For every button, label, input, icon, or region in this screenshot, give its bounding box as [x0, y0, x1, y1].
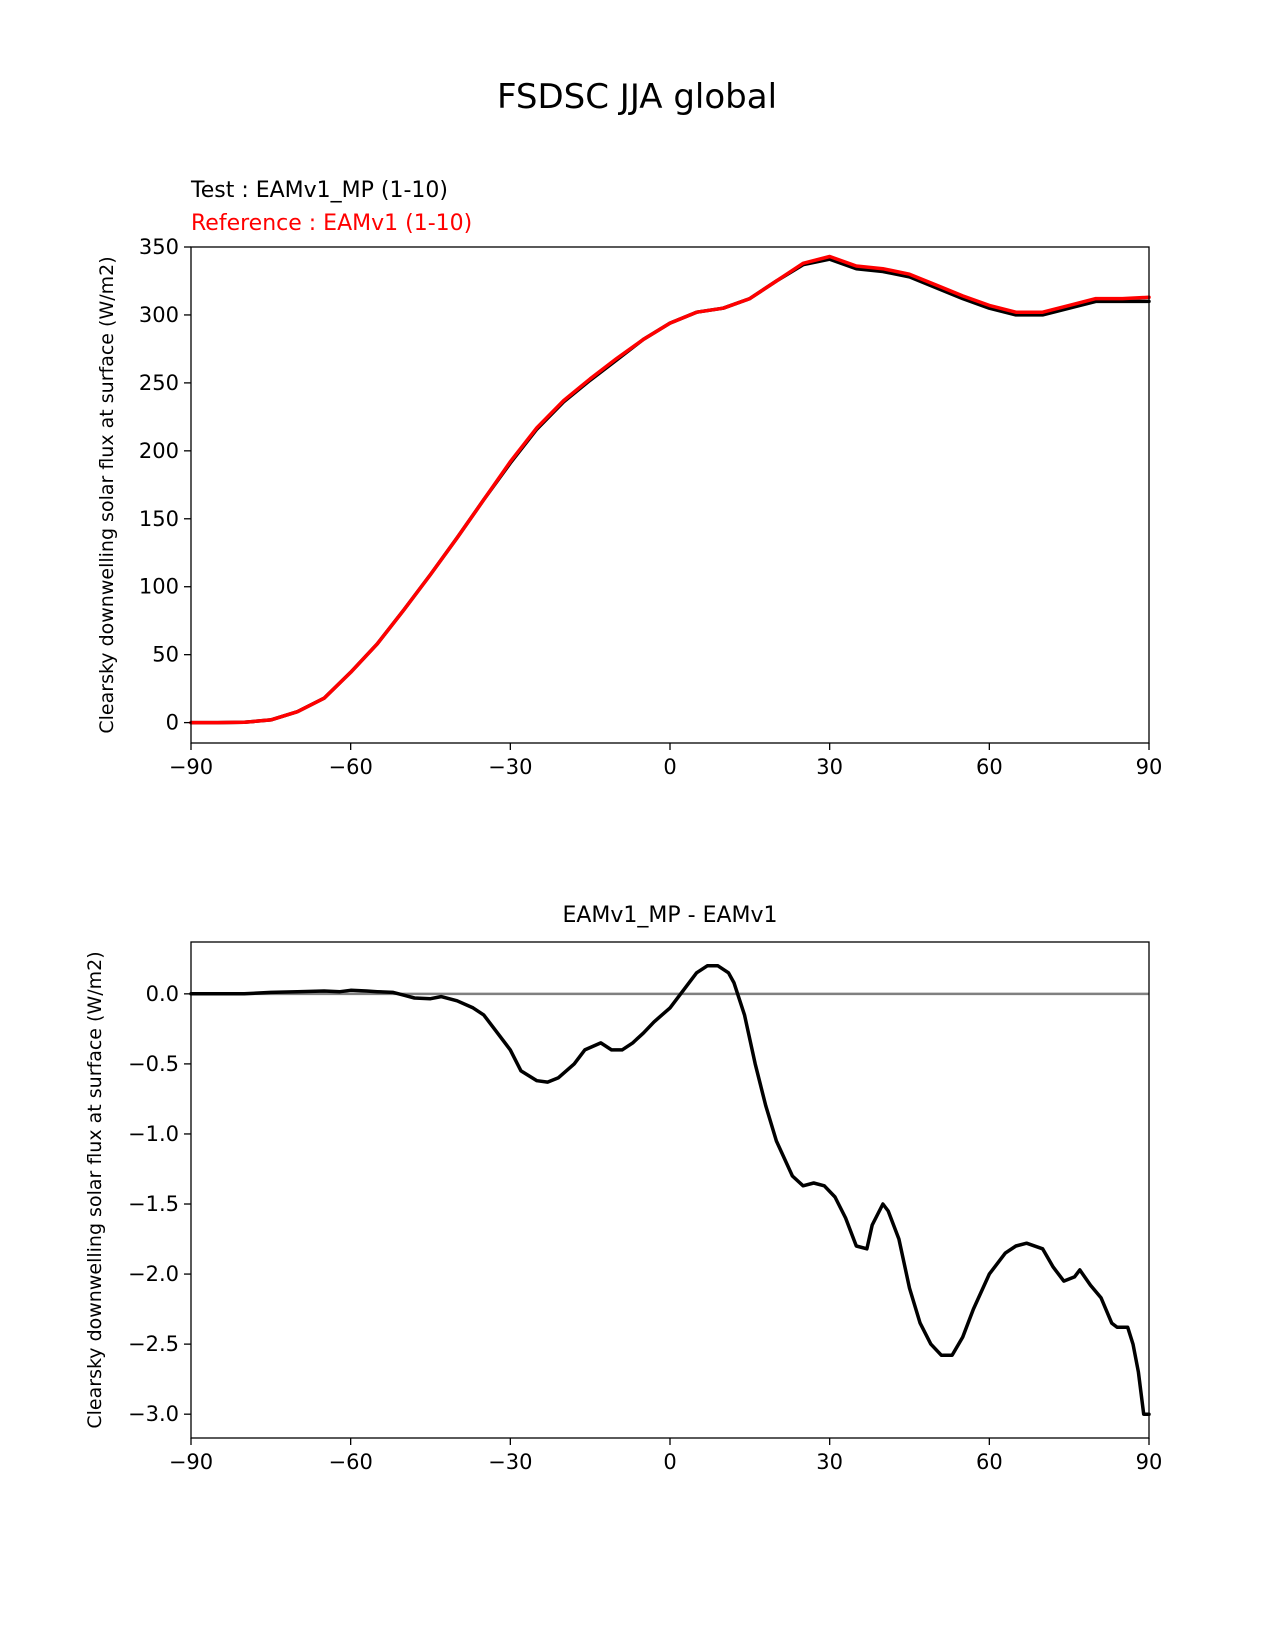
x-tick-label: 60: [976, 755, 1003, 779]
x-tick-label: −60: [329, 1450, 373, 1474]
x-tick-label: 0: [663, 1450, 676, 1474]
y-tick-label: −1.5: [128, 1192, 179, 1216]
y-tick-label: −1.0: [128, 1122, 179, 1146]
x-tick-label: −30: [488, 1450, 532, 1474]
x-tick-label: 90: [1136, 1450, 1163, 1474]
y-tick-label: 350: [139, 235, 179, 259]
y-tick-label: 50: [152, 643, 179, 667]
series-line-test: [189, 257, 1151, 725]
y-axis-label: Clearsky downwelling solar flux at surfa…: [96, 256, 118, 733]
x-tick-label: 30: [816, 755, 843, 779]
series-line-test: [189, 964, 1151, 1416]
y-tick-label: 250: [139, 371, 179, 395]
figure-suptitle: FSDSC JJA global: [497, 77, 777, 117]
axes-frame: [190, 941, 1150, 1439]
upper-panel-line-chart: −90 −60 −30 0 30 60 90 0 50 100 150 200 250 300 350 Cle…: [96, 235, 1162, 779]
y-tick-label: 300: [139, 303, 179, 327]
lower-panel-difference-chart: −90 −60 −30 0 30 60 90 0.0 −0.5 −1.0 −1.5 −2.0 −2.5 −…: [84, 941, 1163, 1474]
x-tick-label: −90: [169, 1450, 213, 1474]
y-tick-label: −2.0: [128, 1262, 179, 1286]
difference-panel-title: EAMv1_MP - EAMv1: [562, 903, 777, 928]
y-tick-label: 150: [139, 507, 179, 531]
x-tick-label: −60: [329, 755, 373, 779]
x-tick-label: 90: [1136, 755, 1163, 779]
y-tick-label: 200: [139, 439, 179, 463]
legend-reference-label: Reference : EAMv1 (1-10): [191, 211, 472, 236]
x-tick-label: 30: [816, 1450, 843, 1474]
x-tick-label: 0: [663, 755, 676, 779]
y-tick-label: 0.0: [146, 982, 179, 1006]
y-tick-label: −3.0: [128, 1402, 179, 1426]
y-tick-label: −0.5: [128, 1052, 179, 1076]
y-tick-label: 0: [166, 711, 179, 735]
y-tick-label: −2.5: [128, 1332, 179, 1356]
y-tick-label: 100: [139, 575, 179, 599]
x-tick-label: 60: [976, 1450, 1003, 1474]
y-axis-label: Clearsky downwelling solar flux at surfa…: [84, 951, 106, 1428]
series-line-reference: [189, 254, 1151, 725]
x-tick-label: −90: [169, 755, 213, 779]
x-tick-label: −30: [488, 755, 532, 779]
legend-test-label: Test : EAMv1_MP (1-10): [190, 178, 448, 203]
